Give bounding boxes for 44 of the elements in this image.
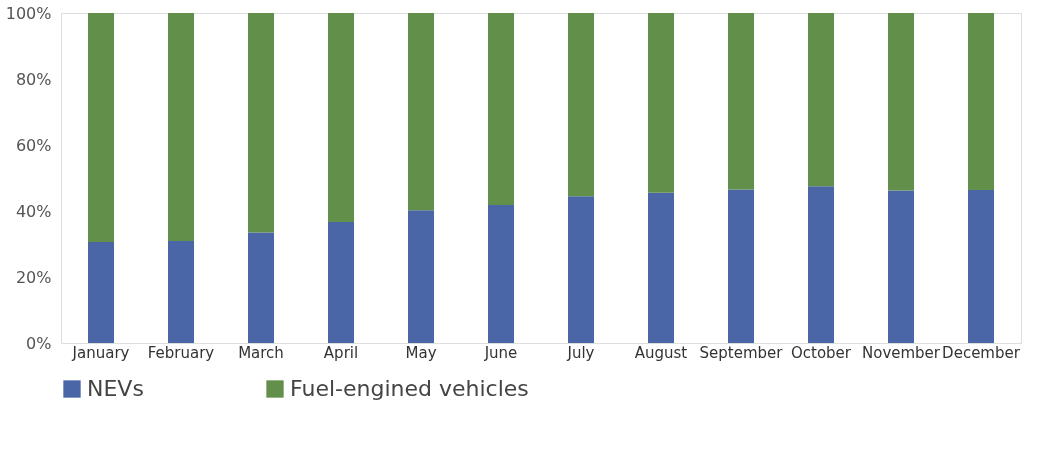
y-tick-label: 20%	[15, 267, 52, 287]
bar	[408, 13, 434, 211]
bar	[648, 13, 674, 193]
y-tick-label: 100%	[5, 3, 52, 23]
legend-label: Fuel-engined vehicles	[290, 376, 529, 401]
x-tick-label: June	[483, 343, 518, 362]
bar	[328, 13, 354, 222]
bar	[808, 13, 834, 187]
x-tick-label: October	[790, 343, 852, 362]
bar	[568, 196, 594, 343]
y-tick-label: 0%	[26, 333, 52, 353]
bar	[568, 13, 594, 197]
bar	[248, 13, 274, 233]
bar	[168, 13, 194, 242]
x-tick-label: March	[238, 343, 284, 362]
bar	[168, 241, 194, 343]
bar	[968, 13, 994, 190]
bar	[488, 205, 514, 343]
bar	[88, 13, 114, 243]
bar	[728, 189, 754, 343]
y-tick-label: 40%	[15, 201, 52, 221]
x-tick-label: July	[566, 343, 595, 362]
x-tick-label: December	[942, 343, 1021, 362]
bar	[968, 189, 994, 343]
x-tick-label: November	[861, 343, 941, 362]
bar	[728, 13, 754, 190]
x-tick-label: April	[323, 343, 359, 362]
bar	[648, 192, 674, 343]
x-tick-label: September	[699, 343, 784, 362]
x-tick-label: May	[405, 343, 437, 362]
x-tick-label: January	[71, 343, 130, 362]
bar	[408, 210, 434, 343]
bar	[248, 232, 274, 343]
bar	[488, 13, 514, 206]
legend-label: NEVs	[87, 376, 144, 401]
x-tick-label: February	[147, 343, 215, 362]
y-tick-label: 80%	[15, 69, 52, 89]
y-tick-label: 60%	[15, 135, 52, 155]
bar	[328, 221, 354, 343]
bar	[88, 242, 114, 343]
bar	[888, 13, 914, 191]
bar	[888, 190, 914, 343]
x-tick-label: August	[634, 343, 688, 362]
bar	[808, 186, 834, 343]
